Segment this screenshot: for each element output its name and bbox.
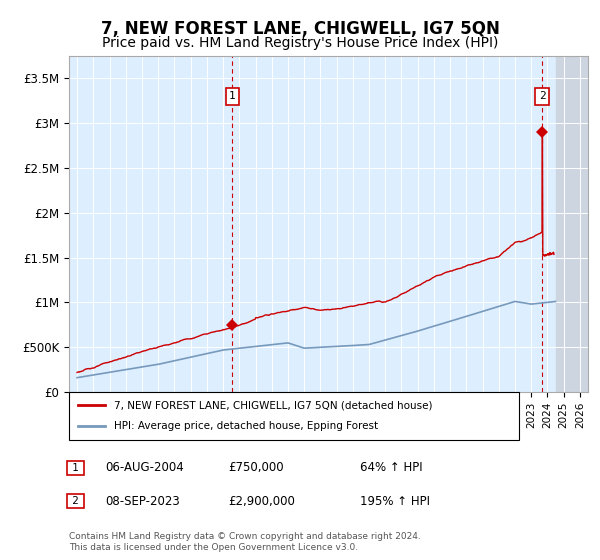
Bar: [556, 56, 588, 392]
Text: 06-AUG-2004: 06-AUG-2004: [105, 461, 184, 474]
Text: Contains HM Land Registry data © Crown copyright and database right 2024.
This d: Contains HM Land Registry data © Crown c…: [69, 533, 421, 552]
Text: Price paid vs. HM Land Registry's House Price Index (HPI): Price paid vs. HM Land Registry's House …: [102, 36, 498, 50]
Text: 1: 1: [69, 463, 82, 473]
Text: £2,900,000: £2,900,000: [228, 494, 295, 508]
Text: £750,000: £750,000: [228, 461, 284, 474]
Text: 1: 1: [229, 91, 236, 101]
Text: 2: 2: [539, 91, 545, 101]
Text: 7, NEW FOREST LANE, CHIGWELL, IG7 5QN: 7, NEW FOREST LANE, CHIGWELL, IG7 5QN: [101, 20, 499, 38]
Text: 7, NEW FOREST LANE, CHIGWELL, IG7 5QN (detached house): 7, NEW FOREST LANE, CHIGWELL, IG7 5QN (d…: [114, 400, 433, 410]
Text: 08-SEP-2023: 08-SEP-2023: [105, 494, 180, 508]
Text: HPI: Average price, detached house, Epping Forest: HPI: Average price, detached house, Eppi…: [114, 421, 378, 431]
Bar: [556, 56, 588, 392]
FancyBboxPatch shape: [69, 392, 519, 440]
Text: 64% ↑ HPI: 64% ↑ HPI: [360, 461, 422, 474]
Text: 2: 2: [69, 496, 82, 506]
Text: 195% ↑ HPI: 195% ↑ HPI: [360, 494, 430, 508]
